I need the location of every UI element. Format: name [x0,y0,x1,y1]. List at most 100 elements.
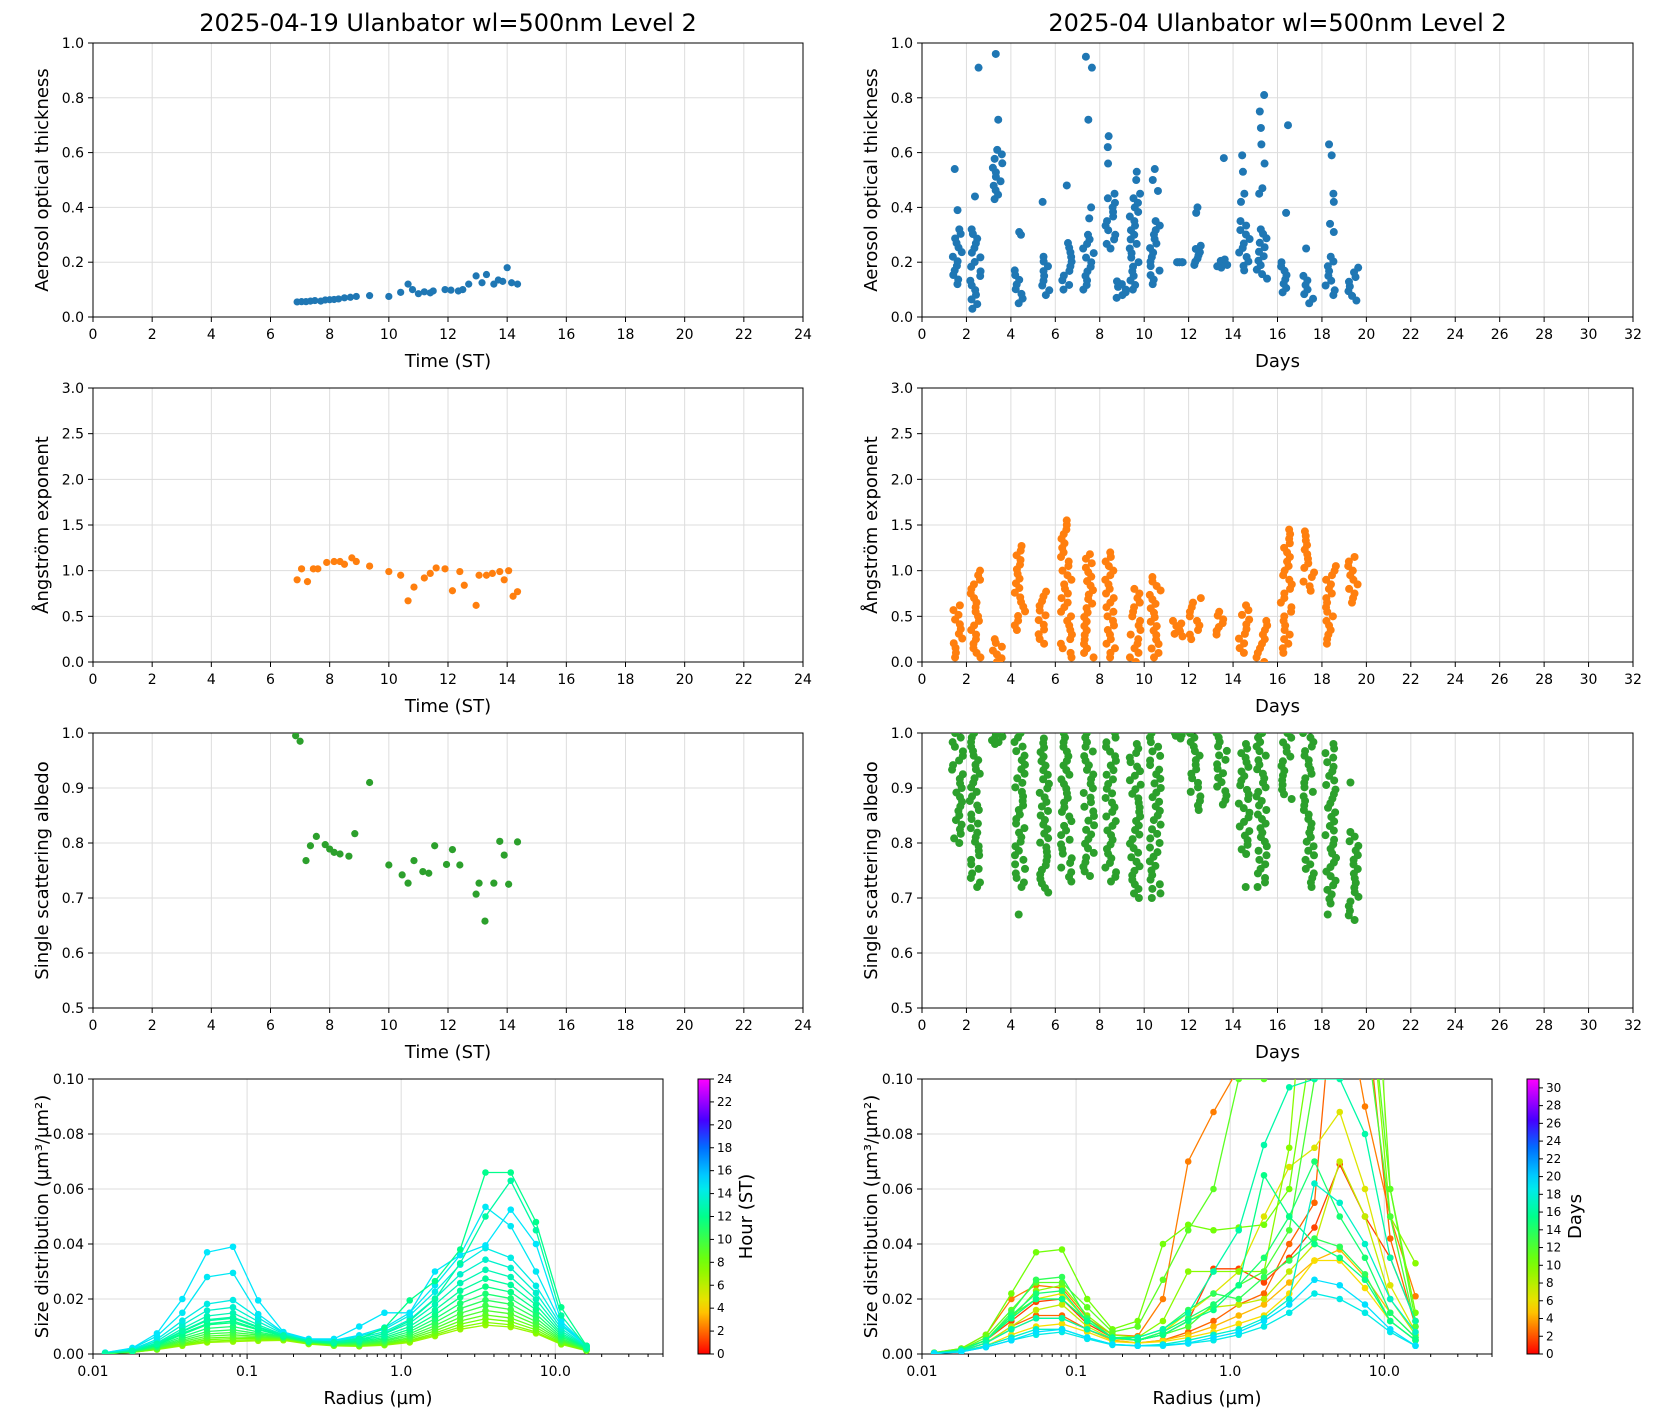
ang-month-point [1014,612,1023,621]
ang-day-point [397,571,405,579]
size-day-series-point [456,1310,464,1317]
size-month-colorbar-tick-label: 26 [1546,1116,1561,1130]
size-day-series-point [532,1289,540,1297]
ang-month-ytick-label: 2.5 [891,427,913,443]
ssa-month-point [967,855,976,864]
ssa-month-ytick-label: 0.5 [891,1001,913,1017]
ssa-day-point [336,850,344,858]
size-month-series-point [1361,1309,1369,1317]
ang-month-point [1328,612,1337,621]
aot-month-point [1238,167,1247,176]
ssa-day-point [302,857,310,865]
ssa-month-point [1279,738,1288,747]
size-month-colorbar-tick-label: 28 [1546,1099,1561,1113]
ssa-month-point [1013,774,1022,783]
ssa-month-point [1304,846,1313,855]
aot-month-point [1045,286,1054,295]
aot-month-point [1039,252,1048,261]
size-month-series-point [1311,1290,1318,1297]
ang-month-point [1169,616,1178,625]
size-month-series-point [1032,1328,1040,1336]
size-month-series-point [1032,1290,1040,1297]
ang-day-point [404,597,412,605]
ssa-month-point [1082,733,1091,737]
ssa-month-point [1241,740,1250,748]
size-day-series-point [456,1287,464,1295]
size-day-series-point [229,1296,237,1304]
ssa-month-xtick-label: 28 [1535,1018,1553,1034]
aot-day-xtick-label: 14 [498,327,516,343]
size-month-series-point [1032,1306,1040,1314]
size-month-series-point [1285,1213,1293,1220]
size-day-series-point [229,1269,237,1277]
ssa-day-point [472,890,480,898]
ssa-month-point [1254,787,1263,796]
ssa-day-point [505,880,513,888]
size-day-series-line [105,1205,587,1354]
ssa-month-point [1346,828,1355,836]
ssa-day-axes: 0 2 4 6 8 10 12 14 16 18 20 22 240.50.60.70.80.91.0T… [32,726,812,1063]
ssa-month-point [1042,843,1051,852]
aot-month-point [1239,239,1248,248]
aot-day-point [513,280,522,288]
size-day-colorbar-tick-label: 0 [717,1347,725,1361]
size-day-series-line [105,1285,587,1354]
ang-month-point [969,580,978,589]
size-day-series-point [482,1256,489,1263]
ang-month-point [1130,603,1139,612]
aot-day-point [499,277,507,285]
size-day-series-point [406,1297,414,1304]
size-month-series-point [1109,1335,1116,1343]
aot-day-ytick-label: 0.0 [62,310,84,326]
ssa-month-point [1134,794,1143,803]
ssa-month-point [1057,775,1066,784]
aot-day-point [366,292,374,300]
size-month-ytick-label: 0.00 [882,1347,913,1363]
aot-month-point [1081,52,1090,61]
aot-month-point [1255,189,1264,198]
size-day-series-point [179,1309,186,1317]
aot-month-point [1063,239,1072,248]
ssa-month-point [1089,770,1098,779]
ssa-month-point [1241,883,1250,891]
aot-day-point [482,270,491,279]
ssa-month-point [1065,835,1074,844]
size-day-ytick-label: 0.02 [53,1292,84,1308]
ang-day-point [297,565,306,573]
ssa-month-xtick-label: 22 [1402,1018,1420,1034]
ssa-month-point [1065,812,1074,821]
ssa-month-point [1082,853,1091,862]
aot-month-ytick-label: 0.8 [891,91,913,107]
size-day-series-point [532,1295,540,1303]
aot-month-ytick-label: 0.0 [891,310,913,326]
size-day-series-point [153,1340,161,1348]
size-day-series-point [456,1246,464,1253]
size-month-colorbar-tick-label: 4 [1546,1312,1554,1326]
ssa-month-point [951,733,960,737]
ssa-month-point [1309,851,1318,860]
ssa-month-point [1170,733,1179,737]
aot-month-point [1129,194,1138,203]
size-day-series-point [101,1349,109,1354]
size-day-series-point [507,1264,515,1272]
ang-month-point [1345,584,1354,593]
ssa-month-point [1112,868,1121,877]
size-month-series-point [1235,1281,1243,1289]
aot-month-point [1326,252,1335,261]
ang-day-xtick-label: 16 [557,672,575,688]
ang-month-point [1148,573,1157,582]
ang-day-point [496,567,504,576]
size-day-colorbar-tick-label: 24 [717,1072,732,1086]
ssa-month-point [1019,878,1028,887]
size-day-series-point [431,1288,439,1296]
size-day-series-point [153,1330,161,1337]
aot-month-point [1254,256,1263,265]
ssa-day-point [456,861,464,869]
ssa-month-point [1321,749,1330,758]
size-month-series-point [1336,663,1343,670]
ssa-day-point [306,842,315,850]
size-day-lines [101,1169,590,1354]
size-day-series-point [305,1337,312,1345]
size-month-series-point [1235,1226,1243,1234]
ssa-day-xtick-label: 18 [617,1018,635,1034]
